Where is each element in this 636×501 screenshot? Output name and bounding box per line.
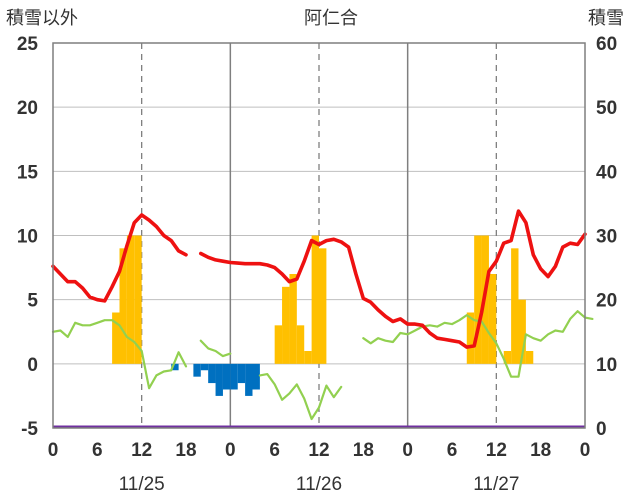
right-tick-label: 30: [596, 227, 617, 248]
day-label: 11/25: [119, 474, 165, 495]
precip-bar: [466, 312, 475, 364]
precip-bar: [112, 312, 120, 364]
x-tick-label: 18: [353, 440, 374, 461]
right-tick-label: 10: [596, 355, 617, 376]
precip-bar: [503, 351, 512, 364]
precip-bar: [319, 248, 327, 364]
precip-bar: [119, 248, 127, 364]
precip-bar: [289, 274, 297, 364]
precip-bar: [274, 325, 283, 364]
right-tick-label: 0: [596, 419, 607, 440]
precip-bar: [474, 235, 482, 364]
x-tick-label: 0: [48, 440, 59, 461]
x-tick-label: 12: [486, 440, 507, 461]
precip-bar-negative: [245, 363, 253, 396]
precip-bar-negative: [200, 363, 209, 371]
x-tick-label: 0: [580, 440, 591, 461]
right-tick-label: 20: [596, 291, 617, 312]
precip-bar: [525, 351, 534, 364]
precip-bar: [126, 235, 135, 364]
left-tick-label: 10: [17, 227, 38, 248]
left-tick-label: 5: [27, 291, 38, 312]
left-axis-label: 積雪以外: [6, 8, 78, 29]
precip-bar: [311, 235, 319, 364]
precip-bar-negative: [193, 363, 201, 377]
left-tick-label: 25: [17, 34, 39, 55]
precip-bar: [282, 286, 290, 364]
snow-depth-line: [51, 310, 594, 421]
x-tick-label: 0: [225, 440, 236, 461]
x-tick-label: 6: [269, 440, 280, 461]
precip-bar: [518, 299, 526, 364]
left-tick-label: 20: [17, 98, 38, 119]
right-tick-label: 50: [596, 98, 617, 119]
precip-bar-negative: [230, 363, 238, 390]
precip-bar-negative: [171, 363, 179, 371]
precip-bar-negative: [237, 363, 246, 384]
right-tick-label: 40: [596, 162, 617, 183]
plot-frame: [52, 42, 586, 429]
day-label: 11/26: [296, 474, 342, 495]
right-tick-label: 60: [596, 34, 617, 55]
precip-bar-negative: [222, 363, 231, 390]
precip-bar: [304, 351, 312, 364]
precip-bar: [488, 274, 497, 364]
left-tick-label: 0: [27, 355, 38, 376]
chart-title: 阿仁合: [304, 8, 358, 29]
day-label: 11/27: [473, 474, 519, 495]
x-tick-label: 18: [530, 440, 551, 461]
precip-bar: [296, 325, 305, 364]
x-tick-label: 6: [447, 440, 458, 461]
precip-bar-negative: [252, 363, 260, 390]
x-tick-label: 0: [402, 440, 413, 461]
right-axis-label: 積雪: [588, 8, 624, 29]
temperature-line: [51, 209, 587, 349]
precip-bar-negative: [208, 363, 216, 384]
left-tick-label: -5: [21, 419, 38, 440]
left-tick-label: 15: [17, 162, 39, 183]
precip-bar: [134, 235, 142, 364]
x-tick-label: 12: [131, 440, 152, 461]
x-tick-label: 12: [308, 440, 329, 461]
x-tick-label: 18: [175, 440, 196, 461]
precip-bar-negative: [215, 363, 223, 396]
precip-bar: [511, 248, 519, 364]
x-tick-label: 6: [92, 440, 103, 461]
